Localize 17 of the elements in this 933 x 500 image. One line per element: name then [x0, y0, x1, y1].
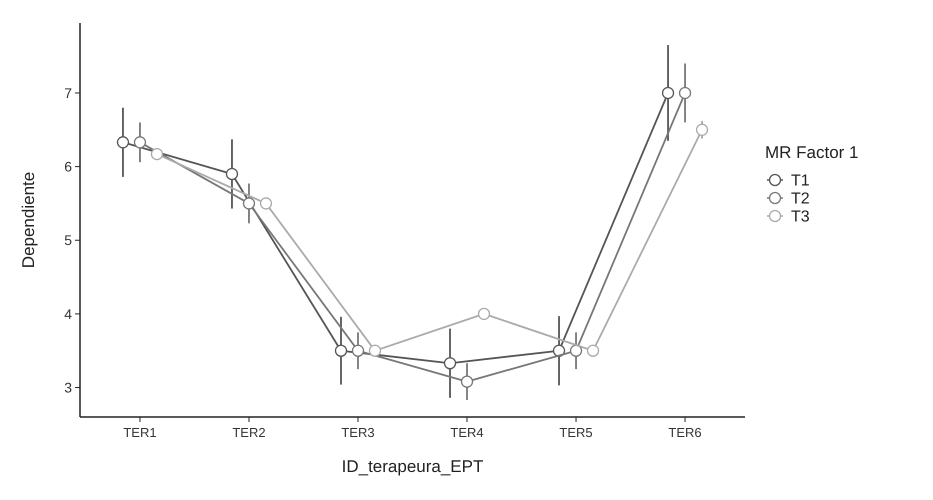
x-tick-label: TER4 — [450, 425, 484, 440]
y-tick-label: 4 — [64, 306, 72, 322]
x-axis-title: ID_terapeura_EPT — [342, 457, 484, 476]
legend-label: T1 — [791, 172, 810, 190]
legend-label: T3 — [791, 208, 810, 226]
legend-label: T2 — [791, 190, 810, 208]
y-axis-title: Dependiente — [19, 172, 38, 268]
x-tick-label: TER5 — [559, 425, 593, 440]
legend-title: MR Factor 1 — [765, 143, 859, 162]
y-tick-label: 7 — [64, 84, 72, 101]
y-tick-label: 5 — [64, 232, 72, 248]
x-tick-label: TER6 — [668, 425, 702, 440]
y-tick-label: 3 — [64, 379, 72, 396]
x-tick-label: TER2 — [232, 425, 266, 440]
y-tick-label: 6 — [64, 158, 72, 175]
x-tick-label: TER1 — [123, 425, 157, 440]
x-tick-label: TER3 — [341, 425, 375, 440]
